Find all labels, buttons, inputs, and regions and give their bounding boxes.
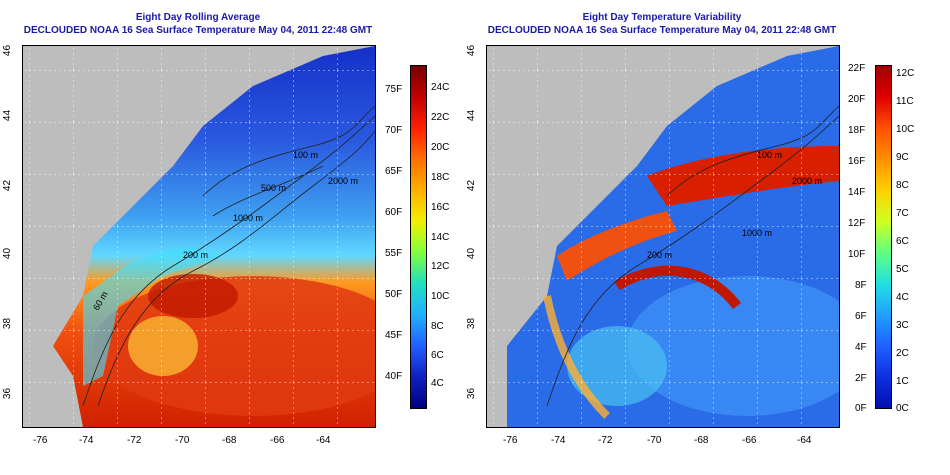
- left-y-tick: 40: [2, 247, 14, 260]
- right-y-tick: 36: [466, 387, 478, 400]
- right-cbar-c-label: 2C: [896, 348, 909, 359]
- left-cbar-f-label: 70F: [385, 125, 403, 136]
- right-x-tick: -70: [647, 435, 662, 446]
- right-cbar-f-label: 0F: [855, 403, 867, 414]
- right-cbar-c-label: 9C: [896, 152, 909, 163]
- right-x-tick: -68: [694, 435, 709, 446]
- right-cbar-f-label: 4F: [855, 342, 867, 353]
- right-colorbar: [875, 65, 892, 409]
- left-contour-label: 200 m: [183, 250, 208, 260]
- left-x-tick: -76: [33, 435, 48, 446]
- left-y-tick: 36: [2, 387, 14, 400]
- left-x-tick: -72: [127, 435, 142, 446]
- left-cbar-f-label: 40F: [385, 371, 403, 382]
- right-cbar-f-label: 20F: [848, 94, 866, 105]
- right-cbar-f-label: 22F: [848, 63, 866, 74]
- right-cbar-c-label: 11C: [896, 96, 914, 107]
- right-cbar-c-label: 1C: [896, 376, 909, 387]
- right-cbar-c-label: 3C: [896, 320, 909, 331]
- left-cbar-c-label: 10C: [431, 291, 450, 302]
- right-map: 100 m 1000 m 2000 m 200 m: [486, 45, 840, 428]
- left-contour-label: 500 m: [261, 183, 286, 193]
- left-cbar-f-label: 75F: [385, 84, 403, 95]
- right-y-tick: 38: [466, 317, 478, 330]
- left-cbar-c-label: 14C: [431, 232, 450, 243]
- right-contour-label: 1000 m: [742, 228, 772, 238]
- left-cbar-c-label: 24C: [431, 82, 450, 93]
- left-title-line2: DECLOUDED NOAA 16 Sea Surface Temperatur…: [23, 25, 373, 36]
- left-y-tick: 42: [2, 179, 14, 192]
- left-x-tick: -66: [270, 435, 285, 446]
- right-y-tick: 42: [466, 179, 478, 192]
- right-cbar-f-label: 16F: [848, 156, 866, 167]
- right-cbar-f-label: 14F: [848, 187, 866, 198]
- left-cbar-c-label: 22C: [431, 112, 450, 123]
- left-x-tick: -70: [175, 435, 190, 446]
- left-cbar-f-label: 45F: [385, 330, 403, 341]
- left-x-tick: -64: [316, 435, 331, 446]
- right-cbar-f-label: 2F: [855, 373, 867, 384]
- left-cbar-c-label: 20C: [431, 142, 450, 153]
- right-cbar-f-label: 10F: [848, 249, 866, 260]
- left-contour-label: 2000 m: [328, 176, 358, 186]
- right-y-tick: 40: [466, 247, 478, 260]
- left-cbar-c-label: 8C: [431, 321, 444, 332]
- right-title-line2: DECLOUDED NOAA 16 Sea Surface Temperatur…: [487, 25, 837, 36]
- left-cbar-c-label: 18C: [431, 172, 450, 183]
- right-cbar-c-label: 4C: [896, 292, 909, 303]
- right-cbar-c-label: 12C: [896, 68, 915, 79]
- left-y-tick: 38: [2, 317, 14, 330]
- right-contour-label: 100 m: [757, 150, 782, 160]
- right-cbar-c-label: 0C: [896, 403, 909, 414]
- left-cbar-c-label: 6C: [431, 350, 444, 361]
- right-title-line1: Eight Day Temperature Variability: [582, 12, 742, 23]
- left-cbar-f-label: 65F: [385, 166, 403, 177]
- right-x-tick: -76: [503, 435, 518, 446]
- right-cbar-c-label: 10C: [896, 124, 915, 135]
- right-cbar-c-label: 7C: [896, 208, 909, 219]
- left-cbar-c-label: 16C: [431, 202, 450, 213]
- right-cbar-f-label: 8F: [855, 280, 867, 291]
- left-cbar-f-label: 60F: [385, 207, 403, 218]
- left-colorbar: [410, 65, 427, 409]
- left-contour-label: 1000 m: [233, 213, 263, 223]
- right-cbar-c-label: 8C: [896, 180, 909, 191]
- left-cbar-f-label: 50F: [385, 289, 403, 300]
- right-y-tick: 44: [466, 109, 478, 122]
- left-map: 100 m 500 m 1000 m 2000 m 200 m 60 m: [22, 45, 376, 428]
- left-x-tick: -74: [79, 435, 94, 446]
- right-x-tick: -72: [598, 435, 613, 446]
- right-x-tick: -64: [797, 435, 812, 446]
- right-contour-label: 200 m: [647, 250, 672, 260]
- left-cbar-f-label: 55F: [385, 248, 403, 259]
- right-cbar-f-label: 6F: [855, 311, 867, 322]
- right-x-tick: -74: [551, 435, 566, 446]
- right-contour-label: 2000 m: [792, 176, 822, 186]
- right-cbar-f-label: 18F: [848, 125, 866, 136]
- left-contour-label: 100 m: [293, 150, 318, 160]
- right-y-tick: 46: [466, 44, 478, 57]
- right-cbar-c-label: 5C: [896, 264, 909, 275]
- left-title-line1: Eight Day Rolling Average: [135, 12, 261, 23]
- left-x-tick: -68: [222, 435, 237, 446]
- left-y-tick: 46: [2, 44, 14, 57]
- left-cbar-c-label: 12C: [431, 261, 450, 272]
- right-cbar-f-label: 12F: [848, 218, 866, 229]
- left-y-tick: 44: [2, 109, 14, 122]
- left-cbar-c-label: 4C: [431, 378, 444, 389]
- right-x-tick: -66: [742, 435, 757, 446]
- right-cbar-c-label: 6C: [896, 236, 909, 247]
